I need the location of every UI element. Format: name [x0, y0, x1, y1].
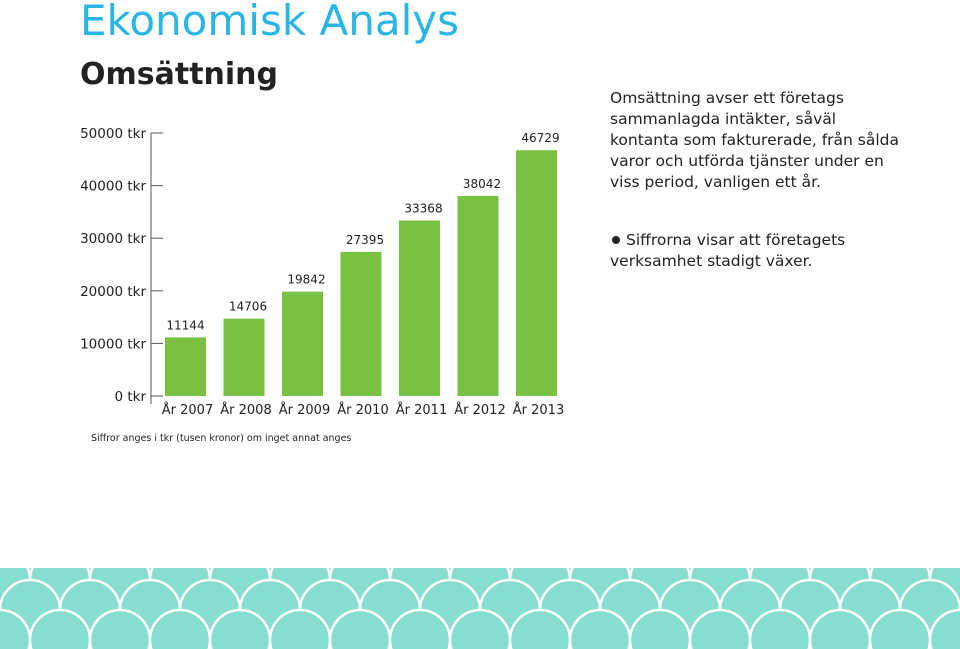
bar: [516, 150, 557, 396]
y-tick-label: 20000 tkr: [80, 284, 146, 300]
data-label: 19842: [287, 273, 325, 287]
x-tick-label: År 2010: [337, 402, 388, 418]
chart-subtitle: Omsättning: [80, 57, 279, 92]
bar: [165, 337, 206, 396]
data-label: 33368: [404, 201, 442, 215]
x-tick-label: År 2011: [396, 402, 447, 418]
data-label: 27395: [346, 233, 384, 247]
y-axis: 0 tkr 10000 tkr 20000 tkr 30000 tkr 40000 tk…: [80, 126, 163, 405]
y-tick-label: 30000 tkr: [80, 231, 146, 247]
x-tick-label: År 2013: [513, 402, 564, 418]
bar: [282, 291, 323, 396]
y-tick-label: 50000 tkr: [80, 126, 146, 142]
bullet-text: Siffrorna visar att företagets verksamhe…: [610, 231, 846, 270]
x-tick-label: År 2008: [220, 402, 271, 418]
data-label: 11144: [166, 318, 204, 332]
bullet-icon: [612, 235, 620, 244]
page-title: Ekonomisk Analys: [80, 0, 460, 45]
data-label: 46729: [521, 131, 559, 145]
bars: [165, 150, 557, 396]
bar: [399, 220, 440, 396]
bar: [457, 195, 499, 396]
data-label: 38042: [463, 177, 501, 191]
footnote: Siffror anges i tkr (tusen kronor) om in…: [91, 433, 352, 444]
bullet-item: Siffrorna visar att företagets verksamhe…: [610, 230, 910, 272]
y-tick-label: 0 tkr: [114, 389, 146, 405]
x-tick-label: År 2009: [279, 402, 330, 418]
y-tick-label: 40000 tkr: [80, 179, 146, 195]
bar: [223, 318, 265, 396]
decorative-wave-pattern: [0, 568, 960, 649]
x-tick-label: År 2012: [454, 402, 505, 418]
pattern-scale: [928, 608, 960, 649]
x-tick-label: År 2007: [162, 402, 213, 418]
description-text: Omsättning avser ett företags sammanlagd…: [610, 89, 900, 191]
y-tick-label: 10000 tkr: [80, 336, 146, 352]
bar: [340, 251, 382, 396]
revenue-bar-chart: 0 tkr 10000 tkr 20000 tkr 30000 tkr 40000 tk…: [80, 126, 564, 418]
x-axis-labels: År 2007 År 2008 År 2009 År 2010 År 2011 År 20…: [162, 402, 564, 418]
data-label: 14706: [229, 300, 267, 314]
data-labels: 11144 14706 19842 27395 33368 38042 46729: [166, 131, 559, 332]
